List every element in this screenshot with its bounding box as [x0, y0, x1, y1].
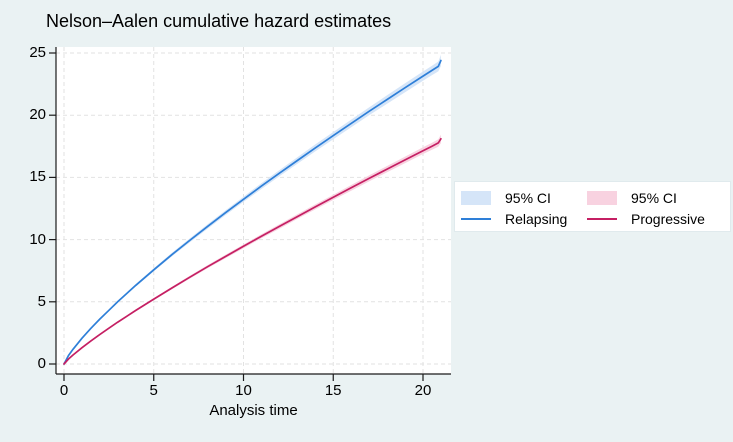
- xtick-label-20: 20: [414, 382, 432, 399]
- relapsing-label: Relapsing: [505, 211, 568, 227]
- progressive-ci-swatch: [587, 191, 617, 205]
- xtick-label-15: 15: [324, 382, 342, 399]
- relapsing-ci-label: 95% CI: [505, 190, 551, 206]
- progressive-ci-band: [64, 134, 441, 364]
- relapsing-ci-band: [64, 54, 441, 365]
- xtick-label-0: 0: [59, 382, 69, 399]
- progressive-curve: [63, 137, 442, 365]
- ytick-label-10: 10: [29, 230, 46, 248]
- ytick-label-0: 0: [37, 355, 46, 372]
- relapsing-line-swatch: [461, 218, 491, 220]
- xtick-label-10: 10: [235, 382, 252, 399]
- legend-box: 95% CI Relapsing 95% CI Progressive: [454, 181, 731, 232]
- chart-title: Nelson–Aalen cumulative hazard estimates: [46, 11, 392, 31]
- progressive-ci-label: 95% CI: [631, 190, 677, 206]
- ytick-label-15: 15: [29, 168, 46, 186]
- xaxis-title: Analysis time: [209, 402, 298, 419]
- ytick-label-25: 25: [29, 44, 46, 61]
- relapsing-ci-swatch: [461, 191, 491, 205]
- progressive-line-swatch: [587, 218, 617, 220]
- relapsing-curve: [63, 59, 442, 365]
- ytick-label-20: 20: [29, 106, 46, 124]
- ytick-label-5: 5: [37, 292, 46, 310]
- progressive-label: Progressive: [631, 211, 705, 227]
- xtick-label-5: 5: [149, 382, 158, 399]
